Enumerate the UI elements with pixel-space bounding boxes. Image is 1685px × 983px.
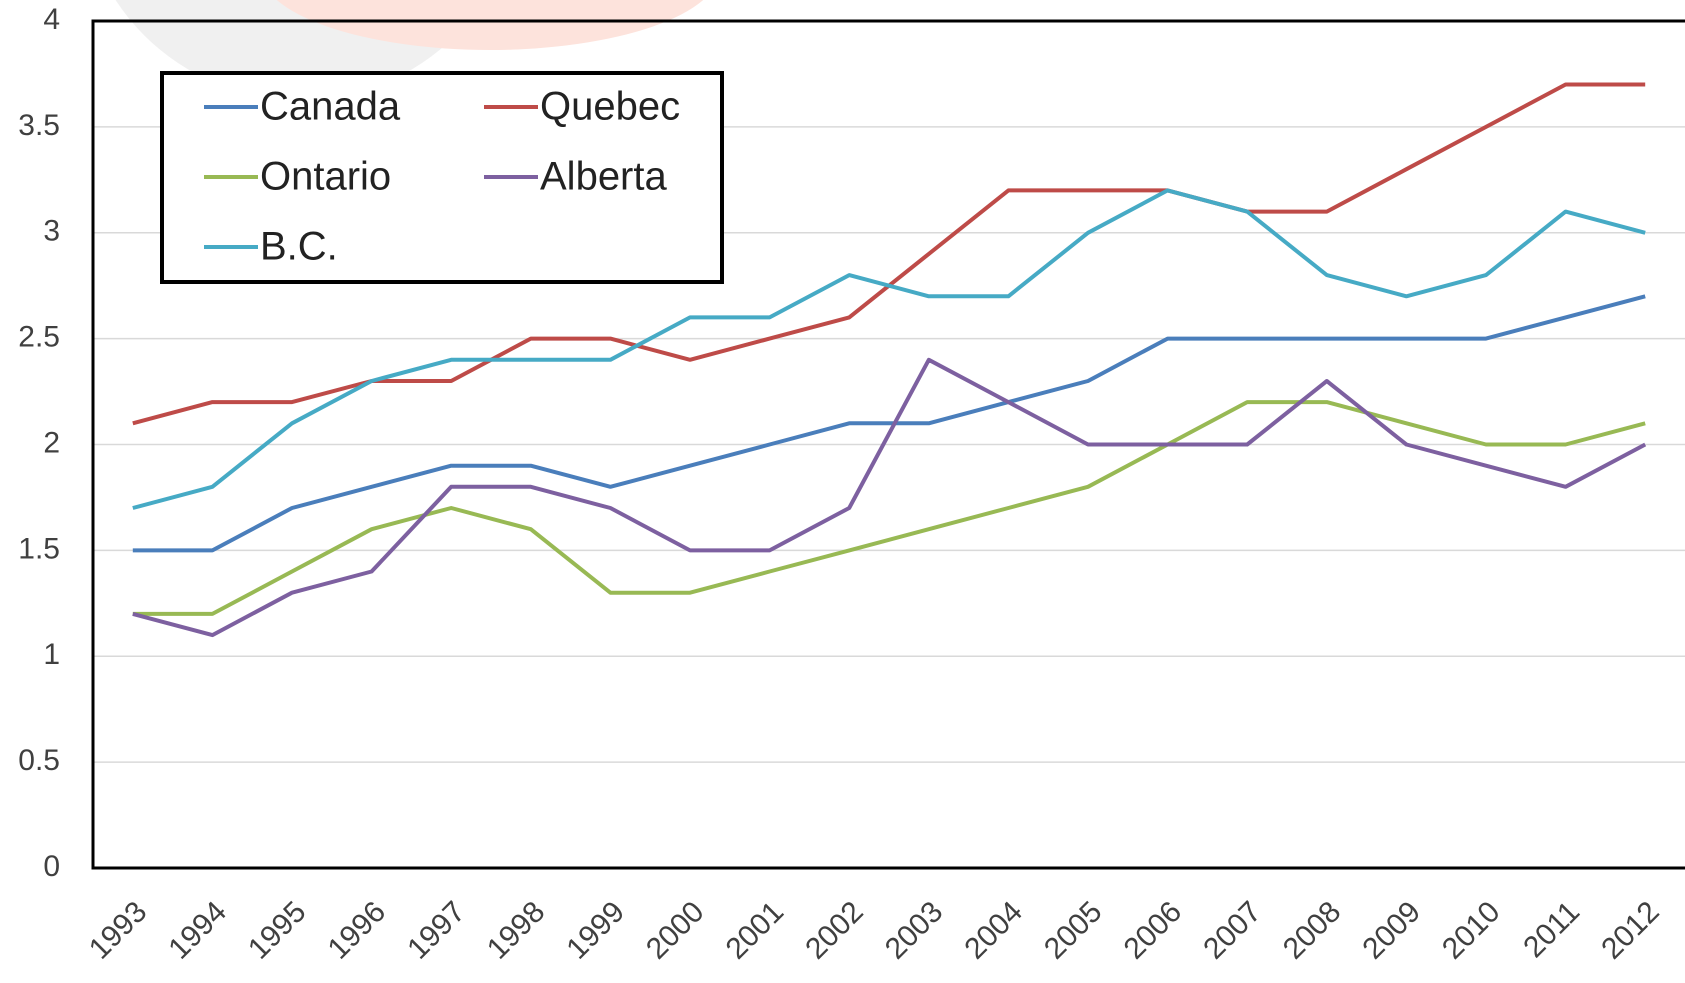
x-tick-label: 2000 [640, 895, 711, 966]
series-line [132, 357, 1647, 638]
x-tick-label: 2009 [1356, 895, 1427, 966]
y-tick-label: 4 [43, 3, 60, 36]
legend: Canada Quebec Ontario Alberta B.C. [160, 71, 724, 284]
y-tick-label: 1.5 [18, 532, 60, 565]
y-tick-label: 3 [43, 215, 60, 248]
x-tick-label: 1996 [322, 895, 393, 966]
series-line [132, 294, 1646, 553]
x-tick-label: 1993 [83, 895, 154, 966]
legend-label: Alberta [540, 155, 667, 199]
plot-frame [91, 19, 1685, 870]
x-tick-label: 2002 [799, 895, 870, 966]
y-tick-label: 0.5 [18, 744, 60, 777]
legend-label: Ontario [260, 155, 391, 199]
x-tick-label: 2007 [1197, 895, 1268, 966]
x-tick-label: 1997 [401, 895, 472, 966]
x-tick-label: 2005 [1038, 895, 1109, 966]
y-tick-label: 1 [43, 638, 60, 671]
x-tick-label: 2012 [1595, 895, 1666, 966]
series-line [132, 188, 1646, 510]
x-tick-label: 1995 [242, 895, 313, 966]
legend-label: Canada [260, 85, 401, 129]
x-tick-label: 2006 [1118, 895, 1189, 966]
legend-label: B.C. [260, 225, 338, 269]
y-tick-label: 0 [43, 850, 60, 883]
x-tick-label: 2003 [879, 895, 950, 966]
y-tick-label: 3.5 [18, 109, 60, 142]
legend-label: Quebec [540, 85, 680, 129]
x-tick-label: 2011 [1517, 895, 1586, 964]
x-tick-label: 2008 [1277, 895, 1348, 966]
x-tick-label: 1999 [560, 895, 631, 966]
x-tick-label: 2010 [1436, 895, 1507, 966]
x-tick-label: 1998 [481, 895, 552, 966]
x-tick-label: 1994 [162, 895, 233, 966]
x-tick-label: 2001 [720, 895, 791, 966]
series-line [132, 400, 1646, 616]
background-decoration [276, 0, 704, 50]
y-tick-label: 2.5 [18, 321, 60, 354]
y-tick-label: 2 [43, 426, 60, 459]
x-tick-label: 2004 [958, 895, 1029, 966]
